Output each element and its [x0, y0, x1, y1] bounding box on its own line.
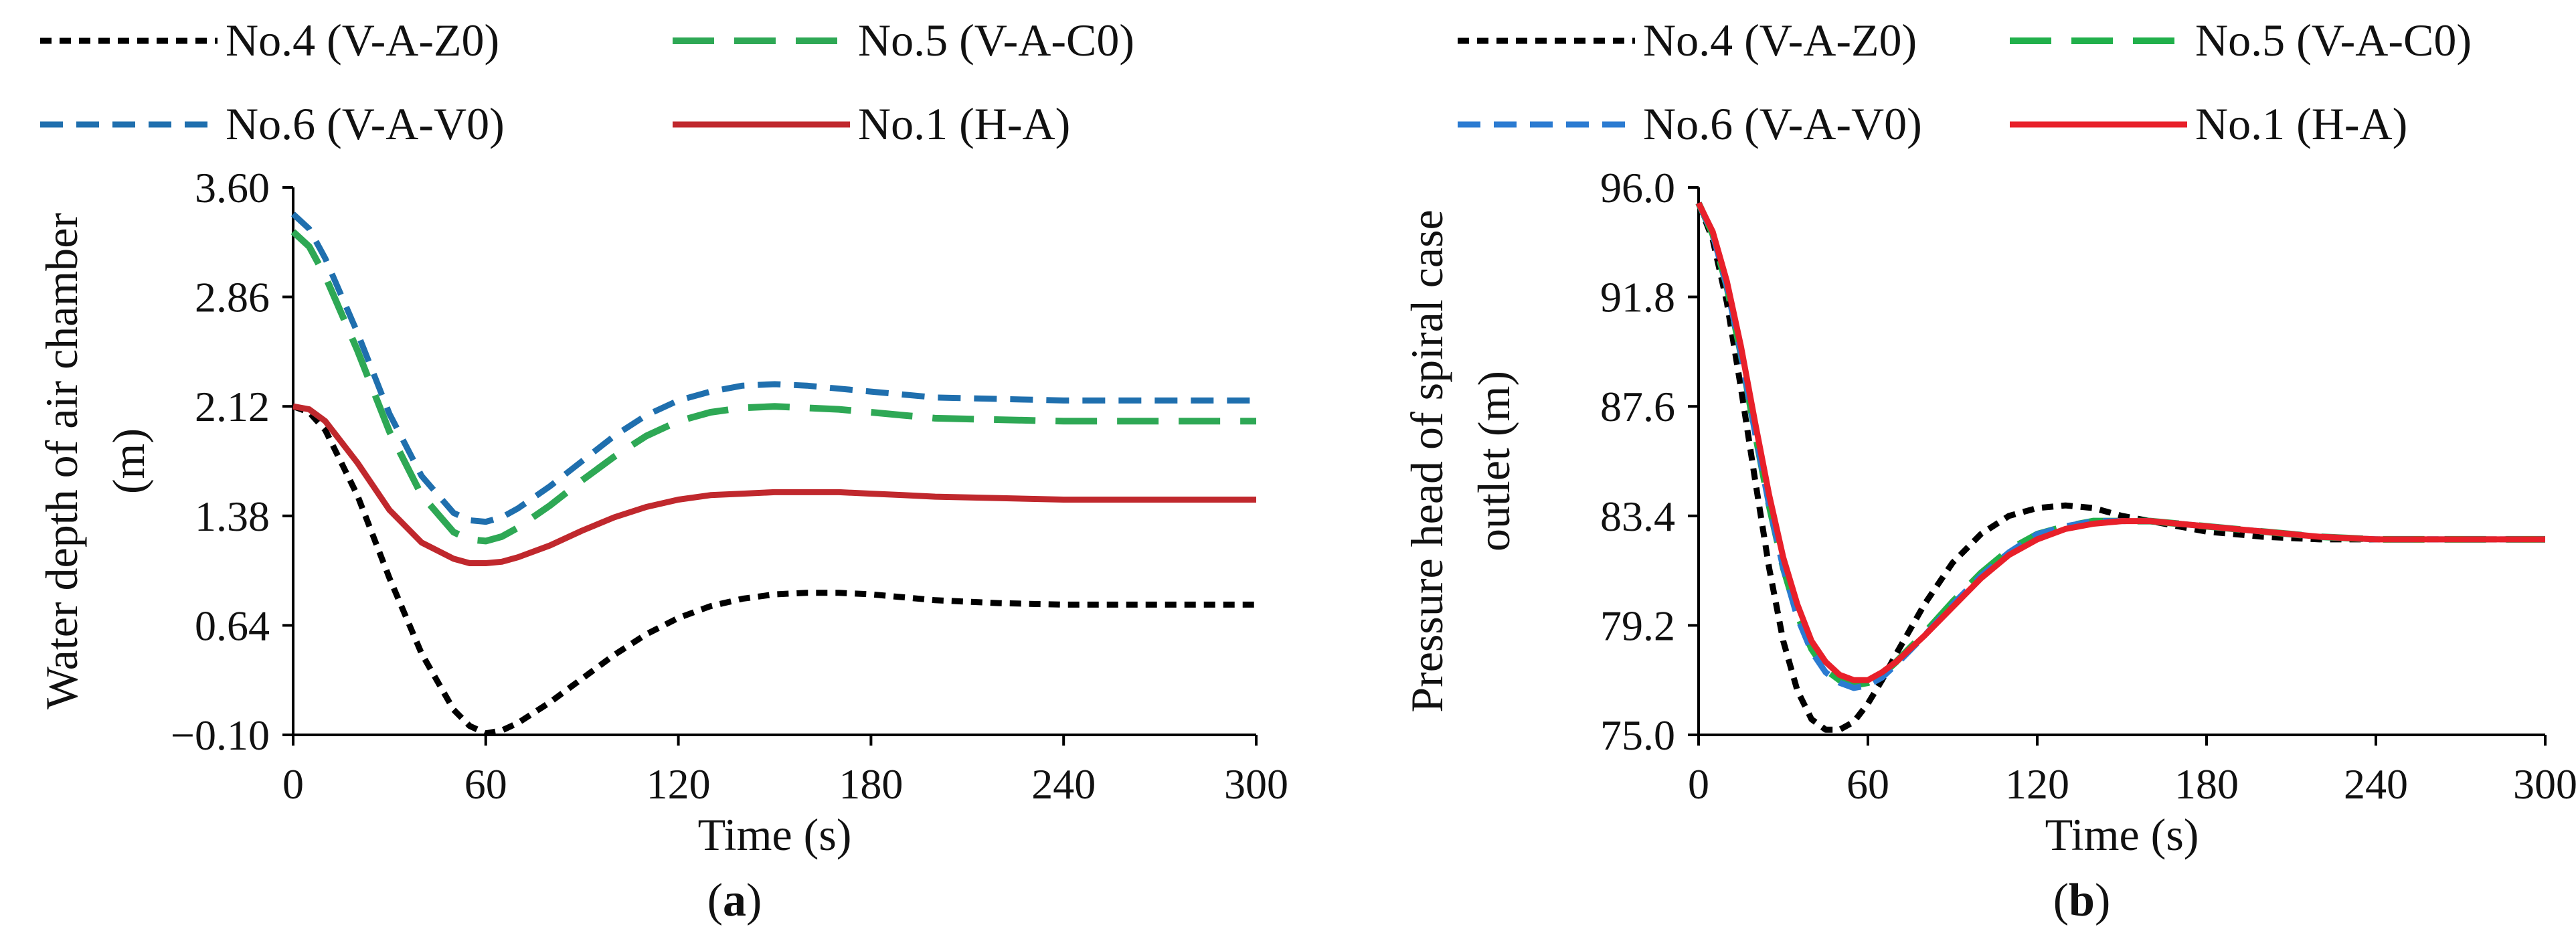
- y-tick-label: 79.2: [1600, 602, 1675, 649]
- x-tick-label: 180: [2174, 760, 2239, 808]
- x-axis-title: Time (s): [2045, 809, 2199, 860]
- y-tick-label: 3.60: [195, 164, 270, 211]
- y-tick-label: 2.86: [195, 274, 270, 321]
- y-tick-label: 2.12: [195, 383, 270, 430]
- y-axis-title-line: (m): [103, 428, 154, 494]
- series-line: [1695, 201, 2545, 691]
- x-tick-label: 120: [2005, 760, 2069, 808]
- panel-label: (a): [707, 875, 762, 926]
- series-line: [292, 403, 1256, 566]
- x-tick-label: 180: [839, 760, 903, 808]
- x-tick-label: 120: [647, 760, 711, 808]
- panel-label-letter: b: [2069, 875, 2095, 926]
- y-tick-label: 1.38: [195, 493, 270, 540]
- x-tick-label: 0: [282, 760, 304, 808]
- y-axis-title-line: Water depth of air chamber: [36, 213, 87, 710]
- legend-label: No.1 (H-A): [858, 98, 1070, 149]
- y-tick-label: 75.0: [1600, 711, 1675, 759]
- panel-label-close-paren: ): [746, 875, 762, 926]
- y-tick-label: 0.64: [195, 602, 270, 649]
- legend-label: No.6 (V-A-V0): [1643, 98, 1922, 149]
- y-tick-label: 91.8: [1600, 274, 1675, 321]
- legend-label: No.4 (V-A-Z0): [1643, 15, 1917, 66]
- x-tick-label: 300: [2513, 760, 2576, 808]
- x-tick-label: 300: [1224, 760, 1288, 808]
- panel-a: 0 60 120 180 240 300 3.60 2.86 2.12 1.38 0.64 −0.10…: [36, 15, 1288, 926]
- legend-label: No.4 (V-A-Z0): [226, 15, 499, 66]
- x-tick-label: 240: [2344, 760, 2408, 808]
- series-line: [1695, 201, 2545, 733]
- panel-b: 0 60 120 180 240 300 96.0 91.8 87.6 83.4 79.2 75.0 T…: [1401, 15, 2576, 926]
- legend-label: No.1 (H-A): [2195, 98, 2407, 149]
- y-tick-label: −0.10: [171, 711, 270, 759]
- panel-label: (b): [2053, 875, 2111, 926]
- series-line: [290, 229, 1256, 545]
- x-axis-title: Time (s): [698, 809, 852, 860]
- y-tick-label: 96.0: [1600, 164, 1675, 211]
- panel-label-letter: a: [723, 875, 746, 926]
- y-axis-title-line: Pressure head of spiral case: [1401, 209, 1452, 713]
- legend-label: No.6 (V-A-V0): [226, 98, 505, 149]
- y-tick-label: 87.6: [1600, 383, 1675, 430]
- y-tick-label: 83.4: [1600, 493, 1675, 540]
- panel-label-open-paren: (: [2053, 875, 2069, 926]
- series-line: [1695, 201, 2545, 683]
- y-axis-title-line: outlet (m): [1468, 371, 1519, 551]
- panel-label-close-paren: ): [2095, 875, 2110, 926]
- panel-label-open-paren: (: [707, 875, 723, 926]
- series-line: [292, 403, 1256, 737]
- legend-label: No.5 (V-A-C0): [2195, 15, 2472, 66]
- x-tick-label: 240: [1031, 760, 1096, 808]
- x-tick-label: 60: [464, 760, 507, 808]
- legend-label: No.5 (V-A-C0): [858, 15, 1134, 66]
- x-tick-label: 0: [1688, 760, 1709, 808]
- series-line: [1695, 201, 2545, 689]
- series-line: [290, 211, 1256, 525]
- x-tick-label: 60: [1847, 760, 1889, 808]
